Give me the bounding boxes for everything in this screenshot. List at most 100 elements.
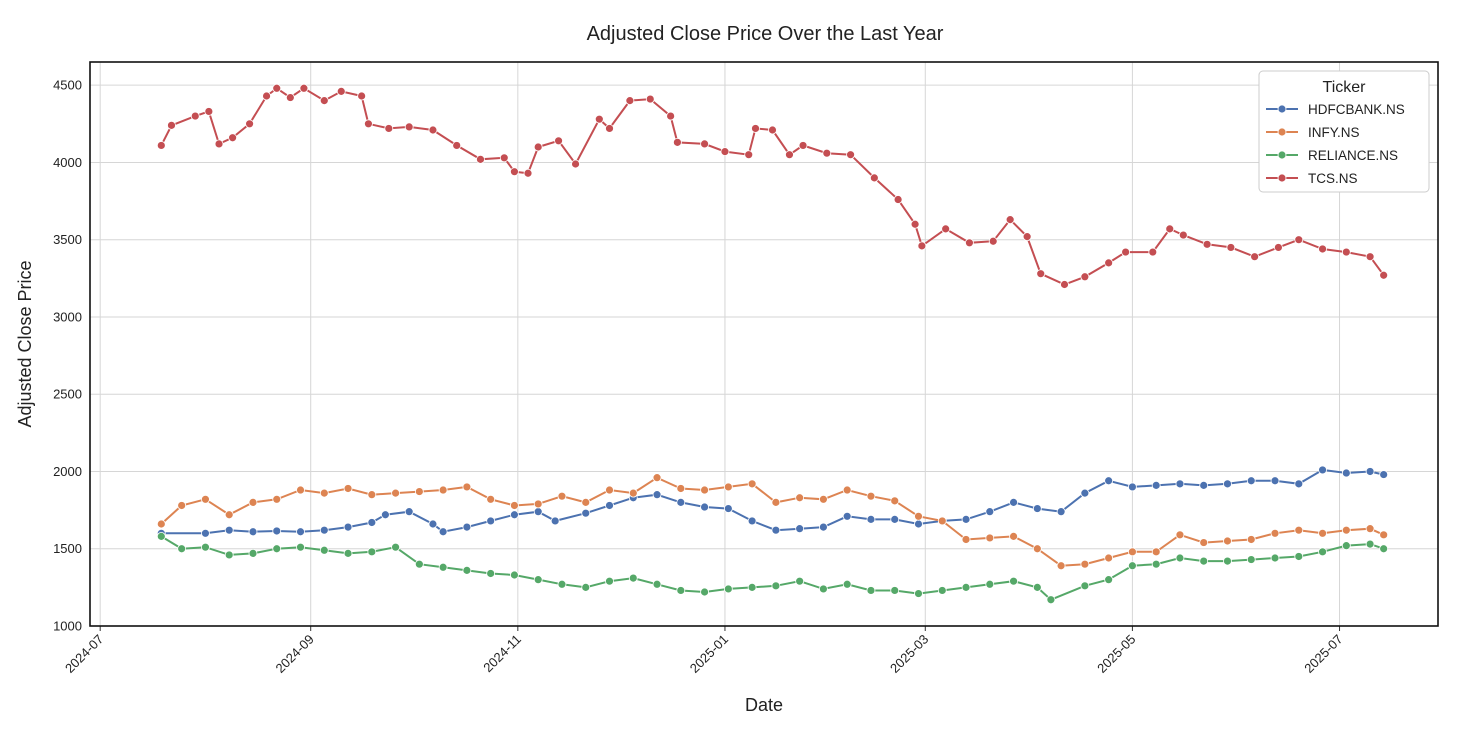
data-point <box>700 139 709 149</box>
data-point <box>214 139 224 149</box>
data-point <box>910 219 920 229</box>
data-point <box>224 510 234 520</box>
data-point <box>1341 468 1351 478</box>
y-tick-label: 4000 <box>53 155 82 170</box>
data-point <box>533 142 543 152</box>
data-point <box>720 147 730 157</box>
data-point <box>795 493 805 503</box>
data-point <box>391 542 400 552</box>
data-point <box>723 504 733 513</box>
data-point <box>988 236 998 246</box>
data-point <box>1104 258 1114 268</box>
data-point <box>676 497 686 507</box>
data-point <box>652 473 662 483</box>
chart-title: Adjusted Close Price Over the Last Year <box>587 23 944 45</box>
x-tick-label: 2025-03 <box>887 632 931 676</box>
legend-marker <box>1277 104 1287 114</box>
data-point <box>605 485 614 495</box>
data-point <box>985 533 995 543</box>
data-point <box>285 93 295 102</box>
data-point <box>1199 480 1209 490</box>
data-point <box>557 491 567 501</box>
data-point <box>985 507 995 517</box>
data-point <box>965 238 974 248</box>
data-point <box>319 96 329 106</box>
data-point <box>1250 252 1260 262</box>
data-point <box>785 150 794 160</box>
legend-box <box>1258 70 1430 193</box>
data-point <box>343 548 353 558</box>
y-tick-label: 2500 <box>53 387 82 402</box>
legend-entries: HDFCBANK.NS INFY.NS RELIANCE.NS TCS.NS <box>1266 102 1405 186</box>
data-point <box>1175 479 1185 489</box>
data-point <box>628 573 638 583</box>
series-layer <box>156 83 1389 605</box>
data-point <box>510 510 519 520</box>
data-point <box>1294 479 1304 489</box>
data-point <box>367 490 377 500</box>
data-point <box>204 107 214 116</box>
legend-title: Ticker <box>1323 79 1367 96</box>
data-point <box>1046 595 1056 605</box>
data-point <box>228 133 238 143</box>
data-point <box>1318 465 1327 475</box>
data-point <box>1365 252 1375 262</box>
data-point <box>201 542 210 552</box>
data-point <box>156 141 166 150</box>
data-point <box>156 531 166 541</box>
data-point <box>428 519 438 529</box>
data-point <box>486 516 496 526</box>
data-point <box>914 519 923 529</box>
data-point <box>438 485 448 495</box>
legend-label: TCS.NS <box>1308 171 1358 186</box>
data-point <box>1270 528 1280 538</box>
data-point <box>1151 559 1161 569</box>
data-point <box>296 527 305 537</box>
data-point <box>795 576 805 586</box>
data-point <box>1148 247 1158 257</box>
data-point <box>605 576 614 586</box>
data-point <box>1032 544 1042 554</box>
data-point <box>961 514 971 524</box>
data-point <box>700 485 709 495</box>
data-point <box>1318 244 1327 254</box>
data-point <box>744 150 754 160</box>
data-point <box>1151 547 1161 557</box>
data-point <box>1246 555 1256 564</box>
data-point <box>961 582 971 592</box>
gridlines <box>90 62 1438 631</box>
data-point <box>177 544 187 554</box>
data-point <box>428 125 438 135</box>
data-point <box>367 547 377 557</box>
data-point <box>1175 553 1185 563</box>
data-point <box>795 524 805 534</box>
data-point <box>486 494 496 504</box>
legend-item-hdfcbank-ns: HDFCBANK.NS <box>1266 102 1405 117</box>
y-tick-label: 1000 <box>53 619 82 634</box>
data-point <box>676 484 686 493</box>
data-point <box>438 562 448 572</box>
data-point <box>676 586 686 595</box>
data-point <box>846 150 855 160</box>
data-point <box>628 488 638 498</box>
data-point <box>224 525 234 535</box>
data-point <box>533 499 543 509</box>
x-axis-label: Date <box>745 695 783 715</box>
y-tick-labels: 1000 1500 2000 2500 3000 3500 4000 4500 <box>53 78 82 634</box>
data-point <box>1318 528 1327 538</box>
data-point <box>890 496 900 506</box>
y-tick-label: 4500 <box>53 78 82 93</box>
data-point <box>700 587 709 597</box>
data-point <box>1022 232 1032 242</box>
data-point <box>1032 504 1042 513</box>
data-point <box>747 479 757 489</box>
data-point <box>581 508 591 518</box>
data-point <box>751 124 760 133</box>
x-tick-label: 2024-07 <box>62 632 106 676</box>
data-point <box>1009 576 1018 586</box>
data-point <box>384 124 394 133</box>
data-point <box>1202 239 1212 249</box>
data-point <box>1223 479 1232 489</box>
data-point <box>299 83 309 93</box>
series-infy-ns <box>156 473 1389 571</box>
